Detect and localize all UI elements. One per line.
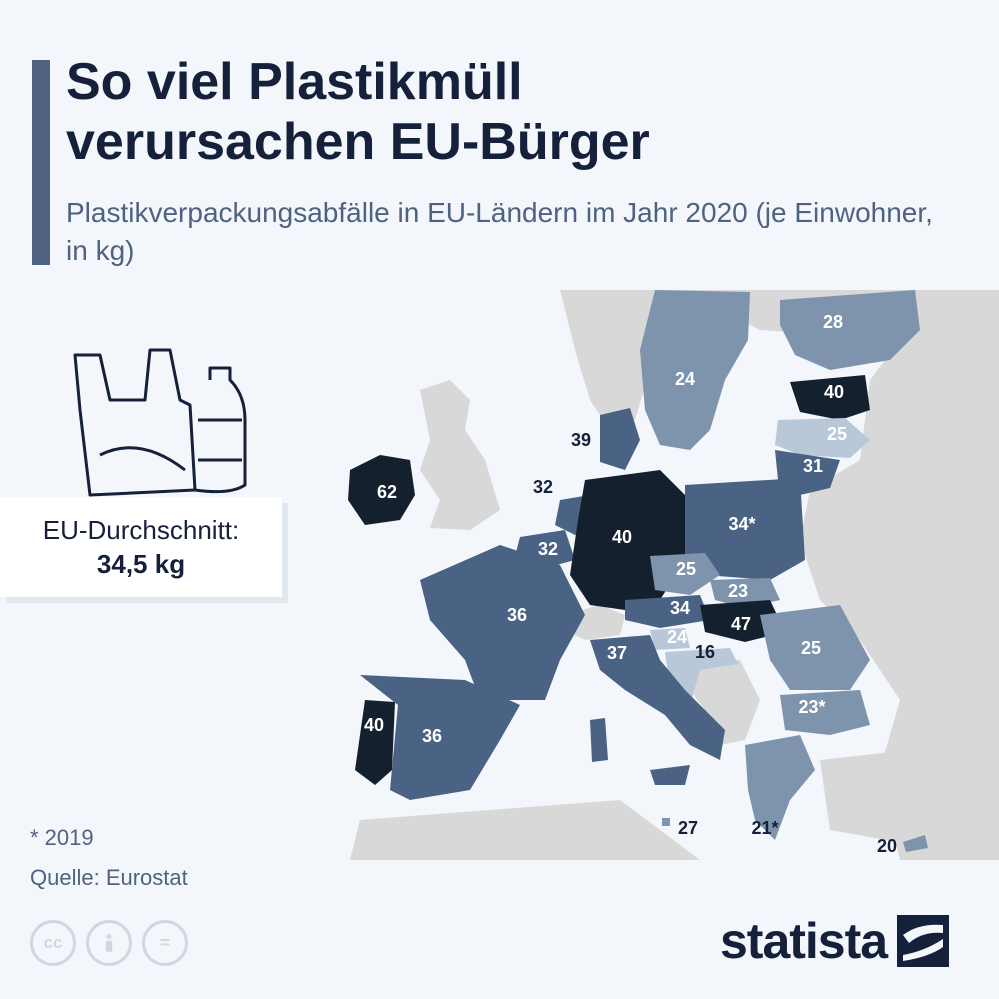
map-malta <box>662 818 670 826</box>
value-cyprus: 20 <box>877 836 897 856</box>
map-portugal <box>355 700 395 785</box>
map-france <box>420 545 585 700</box>
map-balkans-west <box>680 655 760 745</box>
cc-icon[interactable]: cc <box>30 920 76 966</box>
map-ireland <box>348 455 415 525</box>
attribution-icon[interactable] <box>86 920 132 966</box>
footnote: * 2019 <box>30 825 94 850</box>
map-uk <box>420 380 500 530</box>
value-germany: 40 <box>612 527 632 547</box>
map-austria <box>625 595 710 628</box>
map-estonia <box>790 375 870 420</box>
map-russia-belarus <box>560 290 999 860</box>
no-derivatives-icon[interactable]: = <box>142 920 188 966</box>
map-czechia <box>650 553 720 595</box>
europe-map: 28 24 40 25 31 39 62 32 32 40 34* 25 23 … <box>340 280 999 860</box>
map-greece <box>745 735 815 840</box>
value-italy: 37 <box>607 643 627 663</box>
value-greece: 21* <box>751 818 778 838</box>
map-cyprus <box>903 835 928 852</box>
statista-brand[interactable]: statista <box>720 912 950 970</box>
value-lithuania: 31 <box>803 456 823 476</box>
eu-average-value: 34,5 kg <box>96 549 186 579</box>
map-bulgaria <box>780 690 870 735</box>
license-icons: cc = <box>30 920 188 966</box>
value-slovakia: 23 <box>728 581 748 601</box>
value-portugal: 40 <box>364 715 384 735</box>
source-note: Quelle: Eurostat <box>30 865 188 890</box>
value-croatia: 16 <box>695 642 715 662</box>
value-hungary: 47 <box>731 614 751 634</box>
value-belgium: 32 <box>538 539 558 559</box>
map-romania <box>760 605 870 690</box>
eu-average-box: EU-Durchschnitt: 34,5 kg <box>0 497 282 597</box>
map-denmark <box>600 408 640 470</box>
map-slovenia <box>650 628 690 650</box>
value-latvia: 25 <box>827 424 847 444</box>
brand-name: statista <box>720 913 888 969</box>
map-finland <box>780 290 920 370</box>
title-accent-bar <box>32 60 50 265</box>
plastic-bag-bottle-icon <box>70 340 260 500</box>
map-sardinia <box>590 718 608 762</box>
value-denmark: 39 <box>571 430 591 450</box>
value-spain: 36 <box>422 726 442 746</box>
map-north-africa <box>350 800 700 860</box>
value-romania: 25 <box>801 638 821 658</box>
map-italy <box>590 635 725 760</box>
eu-average-label: EU-Durchschnitt: <box>42 515 240 545</box>
value-france: 36 <box>507 605 527 625</box>
map-turkey <box>820 740 999 860</box>
value-finland: 28 <box>823 312 843 332</box>
map-spain <box>360 675 520 800</box>
value-poland: 34* <box>728 514 755 534</box>
value-sweden: 24 <box>675 369 695 389</box>
statista-logo-icon <box>897 915 950 967</box>
value-austria: 34 <box>670 598 690 618</box>
map-sicily <box>650 765 690 785</box>
map-slovakia <box>710 578 780 608</box>
value-bulgaria: 23* <box>798 697 825 717</box>
value-malta: 27 <box>678 818 698 838</box>
map-poland <box>685 478 805 580</box>
value-ireland: 62 <box>377 482 397 502</box>
page-title: So viel Plastikmüll verursachen EU-Bürge… <box>66 53 650 171</box>
value-czechia: 25 <box>676 559 696 579</box>
value-slovenia: 24 <box>667 627 687 647</box>
map-sweden <box>640 290 750 450</box>
value-estonia: 40 <box>824 382 844 402</box>
page-subtitle: Plastikverpackungsabfälle in EU-Ländern … <box>66 197 933 266</box>
map-latvia <box>775 418 870 458</box>
value-netherlands: 32 <box>533 477 553 497</box>
